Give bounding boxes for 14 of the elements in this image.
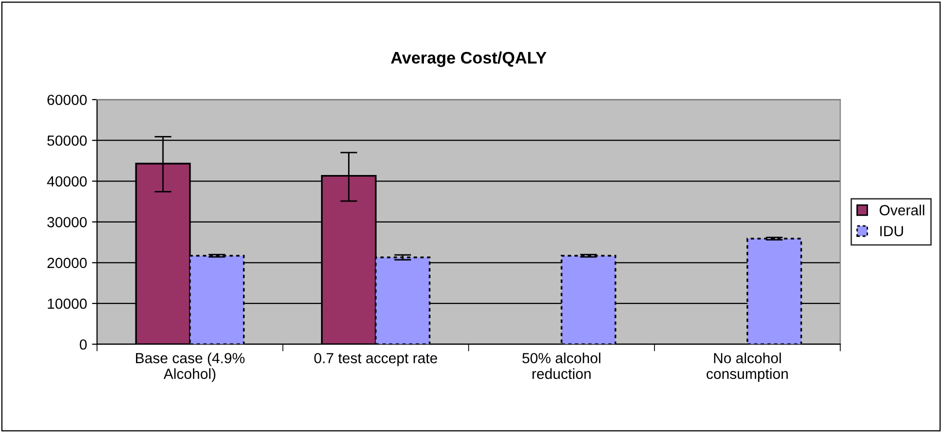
- x-tick-label: Base case (4.9% Alcohol): [136, 352, 245, 382]
- x-tick-label: 50% alcohol reduction: [522, 352, 600, 379]
- x-tick-label: No alcohol consumption: [706, 352, 788, 382]
- x-tick-label: 0.7 test accept rate: [314, 352, 438, 366]
- legend-label: IDU: [880, 226, 903, 236]
- y-tick-label: 10000: [48, 298, 87, 309]
- chart-title: Average Cost/QALY: [390, 51, 546, 68]
- y-tick-label: 30000: [47, 217, 87, 228]
- y-tick-label: 60000: [47, 94, 87, 106]
- y-tick-label: 0: [80, 339, 87, 350]
- y-tick-label: 20000: [47, 258, 87, 268]
- y-tick-label: 50000: [47, 135, 87, 146]
- legend-label: Overall: [880, 204, 924, 216]
- y-tick-label: 40000: [47, 176, 87, 187]
